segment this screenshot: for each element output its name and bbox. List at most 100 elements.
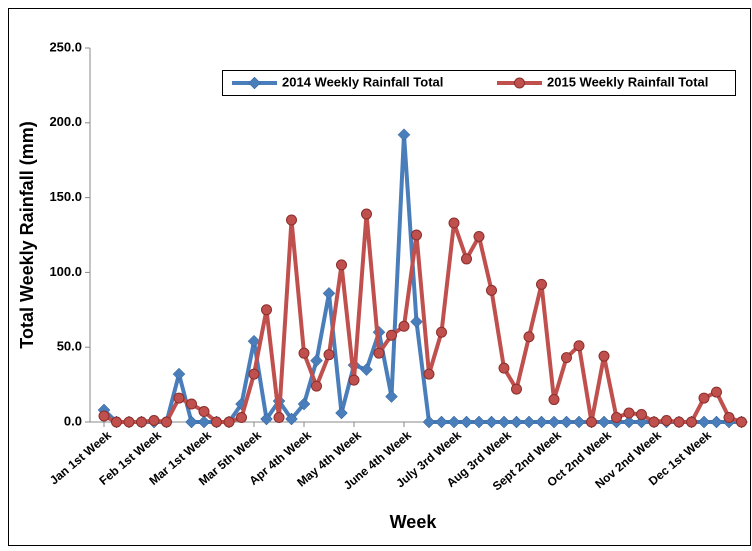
data-point: [236, 412, 247, 424]
data-point: [560, 415, 573, 429]
chart-frame: [8, 8, 751, 546]
data-point: [248, 76, 261, 90]
data-point: [723, 412, 735, 424]
legend: 2014 Weekly Rainfall Total 2015 Weekly Ra…: [222, 70, 736, 96]
y-tick-label: 150.0: [49, 189, 82, 204]
data-point: [597, 415, 611, 429]
data-point: [686, 416, 697, 428]
data-point: [373, 347, 385, 359]
y-tick-label: 0.0: [64, 413, 82, 428]
data-point: [360, 363, 373, 376]
data-point: [636, 409, 647, 421]
data-point: [536, 278, 547, 290]
data-point: [472, 415, 486, 429]
data-point: [248, 368, 260, 380]
y-tick-label: 50.0: [57, 339, 82, 354]
data-point: [510, 415, 523, 429]
data-point: [297, 397, 311, 411]
y-tick-label: 250.0: [49, 39, 82, 54]
data-point: [198, 406, 210, 418]
data-point: [211, 416, 222, 428]
data-point: [422, 415, 436, 429]
data-point: [136, 416, 147, 428]
data-point: [111, 416, 122, 428]
data-point: [598, 350, 610, 362]
data-point: [398, 320, 410, 332]
data-point: [260, 412, 273, 426]
data-point: [286, 214, 297, 226]
legend-label: 2015 Weekly Rainfall Total: [547, 74, 708, 89]
data-point: [385, 390, 398, 403]
data-point: [185, 415, 198, 429]
x-axis-title: Week: [390, 512, 438, 532]
data-point: [123, 416, 135, 428]
data-point: [435, 415, 448, 429]
data-point: [522, 415, 536, 429]
data-point: [460, 415, 473, 429]
data-point: [336, 259, 347, 271]
data-point: [261, 304, 272, 316]
y-tick-label: 100.0: [49, 264, 82, 279]
data-point: [285, 412, 298, 426]
data-point: [298, 347, 310, 359]
data-point: [498, 362, 510, 374]
data-point: [348, 374, 360, 386]
data-point: [573, 340, 585, 352]
data-point: [310, 354, 323, 368]
data-point: [622, 415, 636, 429]
data-point: [586, 416, 597, 428]
legend-box: [222, 70, 736, 96]
data-point: [197, 415, 211, 429]
data-point: [497, 415, 511, 429]
data-point: [623, 407, 635, 419]
legend-label: 2014 Weekly Rainfall Total: [282, 74, 443, 89]
data-point: [223, 416, 235, 428]
data-line: [103, 212, 743, 424]
data-point: [511, 383, 522, 395]
data-point: [485, 415, 498, 429]
data-point: [172, 367, 186, 381]
data-point: [473, 230, 485, 242]
data-point: [535, 415, 548, 429]
data-point: [572, 415, 586, 429]
data-point: [436, 326, 447, 338]
data-point: [361, 208, 372, 220]
data-point: [148, 415, 160, 427]
data-point: [461, 253, 472, 265]
data-point: [311, 380, 322, 392]
data-point: [322, 286, 336, 300]
y-axis-title: Total Weekly Rainfall (mm): [17, 121, 37, 348]
data-point: [423, 368, 435, 380]
data-point: [710, 415, 723, 429]
data-point: [711, 386, 722, 398]
data-point: [611, 412, 622, 424]
data-point: [448, 217, 460, 229]
data-point: [486, 284, 497, 296]
data-point: [397, 128, 411, 142]
data-point: [548, 394, 560, 406]
data-point: [697, 415, 711, 429]
data-point: [161, 416, 172, 428]
data-point: [561, 352, 572, 364]
data-point: [523, 331, 535, 343]
data-point: [323, 349, 335, 361]
data-point: [514, 77, 525, 89]
data-point: [736, 416, 747, 428]
data-point: [547, 415, 561, 429]
data-point: [447, 415, 461, 429]
data-point: [411, 229, 422, 241]
data-point: [698, 392, 710, 404]
data-point: [335, 406, 348, 420]
y-tick-label: 200.0: [49, 114, 82, 129]
data-point: [410, 315, 423, 329]
data-point: [247, 334, 261, 348]
data-point: [186, 398, 197, 410]
data-point: [648, 416, 660, 428]
data-point: [673, 416, 685, 428]
data-point: [173, 392, 185, 404]
data-point: [661, 415, 672, 427]
data-point: [386, 329, 397, 341]
data-point: [273, 412, 285, 424]
data-point: [98, 410, 110, 422]
